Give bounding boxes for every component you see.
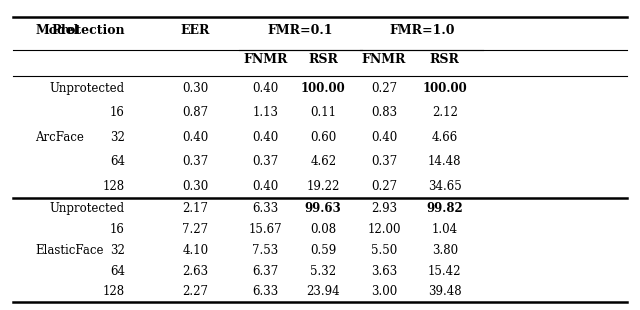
Text: 0.87: 0.87 [182,106,208,119]
Text: 2.12: 2.12 [432,106,458,119]
Text: 2.63: 2.63 [182,265,208,277]
Text: 0.40: 0.40 [252,180,279,193]
Text: 2.93: 2.93 [371,202,397,215]
Text: 39.48: 39.48 [428,286,461,298]
Text: 5.32: 5.32 [310,265,336,277]
Text: 1.04: 1.04 [432,223,458,236]
Text: 6.33: 6.33 [252,286,279,298]
Text: RSR: RSR [430,53,460,66]
Text: ArcFace: ArcFace [35,131,84,144]
Text: 4.10: 4.10 [182,244,208,257]
Text: 6.33: 6.33 [252,202,279,215]
Text: FNMR: FNMR [362,53,406,66]
Text: 32: 32 [110,131,125,144]
Text: 0.40: 0.40 [371,131,397,144]
Text: RSR: RSR [308,53,338,66]
Text: 23.94: 23.94 [307,286,340,298]
Text: ElasticFace: ElasticFace [35,244,104,257]
Text: 64: 64 [110,265,125,277]
Text: 2.27: 2.27 [182,286,208,298]
Text: FMR=1.0: FMR=1.0 [389,24,454,37]
Text: 0.40: 0.40 [252,82,279,95]
Text: 0.30: 0.30 [182,82,209,95]
Text: 1.13: 1.13 [253,106,278,119]
Text: 15.42: 15.42 [428,265,461,277]
Text: 0.37: 0.37 [182,155,209,168]
Text: EER: EER [180,24,210,37]
Text: 0.27: 0.27 [371,82,397,95]
Text: 64: 64 [110,155,125,168]
Text: 19.22: 19.22 [307,180,340,193]
Text: 7.27: 7.27 [182,223,208,236]
Text: 0.27: 0.27 [371,180,397,193]
Text: Unprotected: Unprotected [50,202,125,215]
Text: 16: 16 [110,106,125,119]
Text: 15.67: 15.67 [249,223,282,236]
Text: 6.37: 6.37 [252,265,279,277]
Text: 0.59: 0.59 [310,244,337,257]
Text: 128: 128 [102,180,125,193]
Text: 0.83: 0.83 [371,106,397,119]
Text: 16: 16 [110,223,125,236]
Text: 100.00: 100.00 [422,82,467,95]
Text: FMR=0.1: FMR=0.1 [268,24,333,37]
Text: Protection: Protection [51,24,125,37]
Text: 3.63: 3.63 [371,265,397,277]
Text: Unprotected: Unprotected [50,82,125,95]
Text: FNMR: FNMR [243,53,288,66]
Text: 0.37: 0.37 [252,155,279,168]
Text: Model: Model [35,24,79,37]
Text: 0.40: 0.40 [182,131,209,144]
Text: 4.66: 4.66 [431,131,458,144]
Text: 99.82: 99.82 [426,202,463,215]
Text: 99.63: 99.63 [305,202,342,215]
Text: 0.40: 0.40 [252,131,279,144]
Text: 2.17: 2.17 [182,202,208,215]
Text: 0.37: 0.37 [371,155,397,168]
Text: 128: 128 [102,286,125,298]
Text: 14.48: 14.48 [428,155,461,168]
Text: 3.00: 3.00 [371,286,397,298]
Text: 0.11: 0.11 [310,106,336,119]
Text: 100.00: 100.00 [301,82,346,95]
Text: 34.65: 34.65 [428,180,461,193]
Text: 5.50: 5.50 [371,244,397,257]
Text: 32: 32 [110,244,125,257]
Text: 0.60: 0.60 [310,131,337,144]
Text: 0.08: 0.08 [310,223,336,236]
Text: 4.62: 4.62 [310,155,336,168]
Text: 12.00: 12.00 [367,223,401,236]
Text: 0.30: 0.30 [182,180,209,193]
Text: 3.80: 3.80 [432,244,458,257]
Text: 7.53: 7.53 [252,244,279,257]
